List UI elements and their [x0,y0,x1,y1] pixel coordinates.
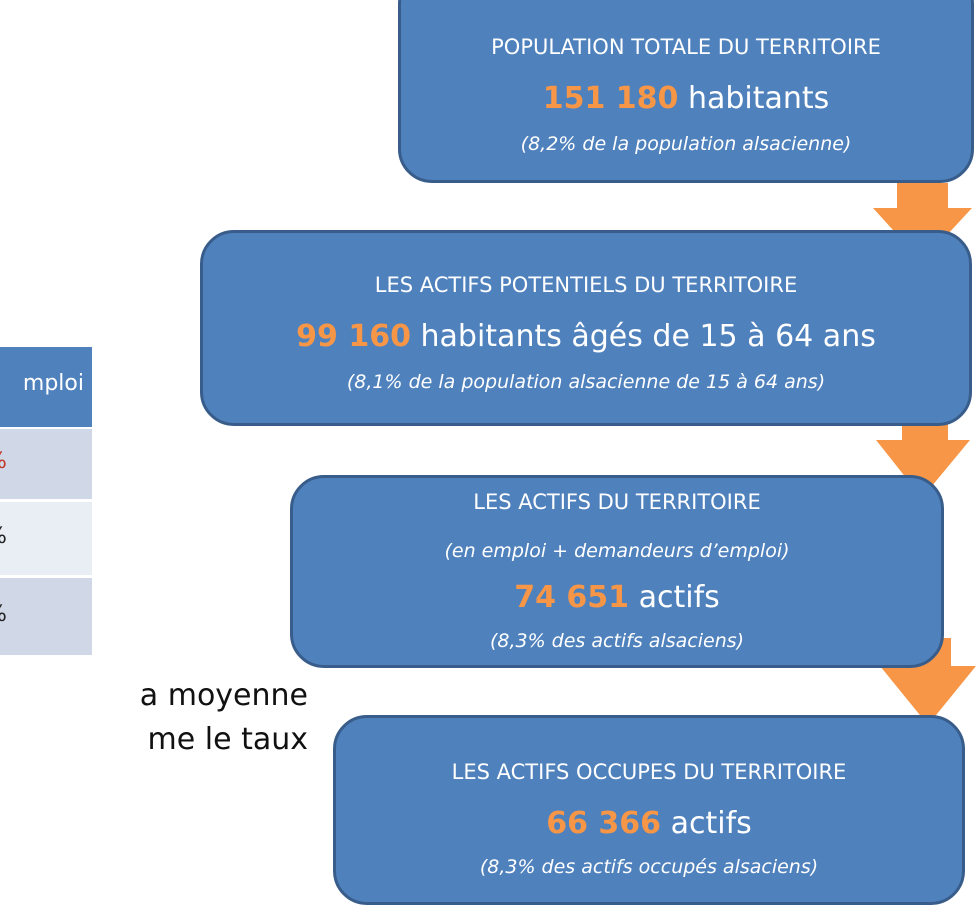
arrow [876,412,970,498]
row-text: % [0,602,7,627]
box-number: 74 651 [514,580,630,615]
box-title: LES ACTIFS POTENTIELS DU TERRITOIRE [374,273,798,297]
box-note: (8,3% des actifs occupés alsaciens) [479,856,819,878]
box-note: (8,2% de la population alsacienne) [520,133,852,155]
flow-box: LES ACTIFS OCCUPES DU TERRITOIRE 66 366 … [333,715,965,905]
box-figure: 99 160 habitants âgés de 15 à 64 ans [203,319,969,354]
paragraph-line: me le taux [147,722,308,757]
row-text: % [0,524,7,549]
table-row: % [0,502,92,575]
flow-box: LES ACTIFS POTENTIELS DU TERRITOIRE 99 1… [200,230,972,426]
arrow [873,183,972,262]
table-row: % [0,429,92,499]
table-row: % [0,578,92,655]
box-subtitle: (en emploi + demandeurs d’emploi) [444,540,790,562]
header-text: mploi [22,371,84,396]
box-title: LES ACTIFS DU TERRITOIRE [473,490,761,514]
box-number: 99 160 [296,319,411,354]
box-unit: actifs [670,806,752,841]
box-note: (8,3% des actifs alsaciens) [489,630,745,652]
paragraph-line: a moyenne [139,678,308,713]
box-number: 66 366 [546,806,662,841]
box-unit: actifs [638,580,720,615]
table-header: mploi [0,347,92,427]
box-figure: 66 366 actifs [336,806,962,841]
box-title: POPULATION TOTALE DU TERRITOIRE [491,35,881,59]
box-unit: habitants âgés de 15 à 64 ans [420,319,876,354]
flow-box: POPULATION TOTALE DU TERRITOIRE 151 180 … [398,0,974,183]
box-figure: 151 180 habitants [401,81,971,116]
box-note: (8,1% de la population alsacienne de 15 … [346,371,826,393]
flow-box: LES ACTIFS DU TERRITOIRE (en emploi + de… [290,475,944,668]
box-number: 151 180 [542,81,679,116]
row-text: % [0,449,7,474]
box-figure: 74 651 actifs [293,580,941,615]
box-unit: habitants [687,81,830,116]
box-title: LES ACTIFS OCCUPES DU TERRITOIRE [451,760,847,784]
